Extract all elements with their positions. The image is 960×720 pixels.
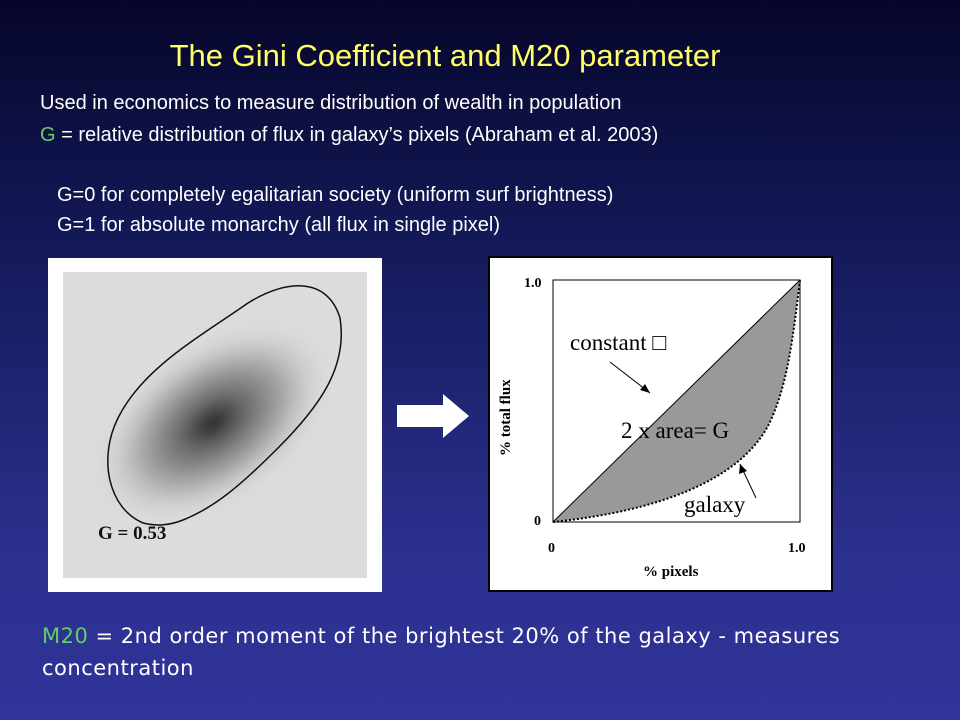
y-tick-label: 1.0 (524, 276, 542, 291)
intro-line: Used in economics to measure distributio… (40, 92, 622, 114)
galaxy-image: G = 0.53 (48, 258, 382, 592)
case-line: G=1 for absolute monarchy (all flux in s… (57, 214, 500, 236)
definition: = relative distribution of flux in galax… (61, 124, 659, 146)
x-axis-label: % pixels (643, 564, 699, 580)
x-tick-label: 1.0 (788, 541, 806, 556)
slide-title: The Gini Coefficient and M20 parameter (169, 38, 721, 73)
y-axis-label: % total flux (498, 379, 514, 456)
symbol: M20 (42, 624, 89, 648)
intro-line: G = relative distribution of flux in gal… (40, 124, 658, 147)
arrow (397, 394, 469, 438)
annotation: 2 x area= G (621, 418, 729, 443)
m20-definition: M20 = 2nd order moment of the brightest … (42, 620, 922, 684)
definition: = 2nd order moment of the brightest 20% … (42, 624, 841, 680)
y-tick-label: 0 (534, 514, 541, 529)
galaxy-gini-label: G = 0.53 (98, 523, 166, 544)
lorenz-plot: 1.0 0 0 1.0 % pixels % total flux consta… (488, 256, 833, 592)
case-line: G=0 for completely egalitarian society (… (57, 184, 614, 206)
symbol: G (40, 124, 56, 146)
annotation: galaxy (684, 492, 746, 517)
x-tick-label: 0 (548, 541, 555, 556)
annotation: constant □ (570, 330, 666, 355)
